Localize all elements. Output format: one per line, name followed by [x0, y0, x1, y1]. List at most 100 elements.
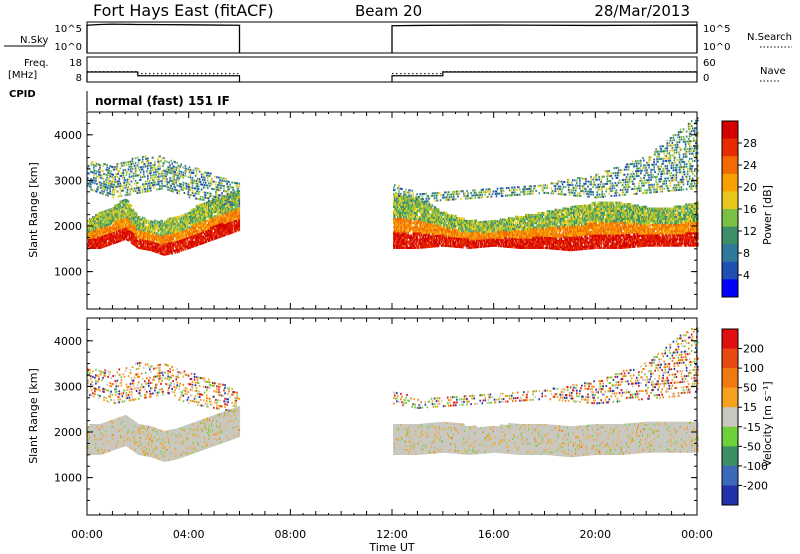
power-cell: [113, 215, 116, 218]
power-cell: [467, 234, 469, 237]
power-cell: [426, 225, 429, 228]
power-cell: [466, 234, 468, 237]
power-cell: [164, 249, 166, 252]
power-cell: [442, 196, 445, 199]
power-cell: [413, 220, 415, 223]
power-cell: [446, 242, 449, 245]
power-cell: [193, 224, 196, 227]
power-cell: [123, 221, 126, 224]
power-cell: [138, 186, 141, 189]
power-cell: [139, 232, 142, 235]
power-cell: [138, 224, 141, 227]
power-cell: [421, 201, 424, 204]
power-cell: [183, 230, 186, 233]
power-cell: [109, 226, 111, 230]
power-cell: [187, 226, 190, 229]
power-cell: [430, 214, 433, 217]
power-cell: [402, 234, 404, 237]
power-cell: [217, 230, 219, 233]
power-cell: [204, 238, 207, 242]
power-cell: [403, 232, 405, 235]
power-cell: [405, 230, 407, 233]
power-cell: [398, 236, 400, 239]
power-cell: [190, 237, 193, 241]
power-cell: [110, 238, 112, 242]
power-cell: [87, 172, 89, 175]
power-cell: [403, 234, 405, 237]
power-cell: [111, 217, 113, 221]
power-cell: [467, 194, 469, 197]
power-cell: [149, 232, 151, 235]
power-cell: [235, 203, 238, 206]
power-cell: [436, 226, 439, 229]
power-cell: [408, 228, 410, 231]
power-cell: [161, 252, 163, 256]
power-cell: [132, 177, 135, 180]
power-cell: [99, 232, 101, 235]
power-cell: [173, 235, 176, 238]
power-cell: [236, 202, 239, 206]
power-cell: [134, 172, 137, 175]
power-cell: [120, 200, 123, 203]
power-cell: [474, 229, 476, 232]
power-cell: [430, 229, 433, 232]
power-cell: [126, 193, 129, 196]
power-cell: [412, 215, 414, 219]
power-cell: [403, 246, 405, 249]
power-cell: [419, 244, 422, 247]
power-cell: [184, 164, 187, 167]
power-cell: [401, 207, 403, 210]
power-cell: [232, 212, 234, 215]
power-cell: [237, 218, 240, 222]
power-cell: [234, 193, 237, 196]
power-cell: [102, 231, 104, 234]
power-cell: [136, 181, 139, 184]
power-cell: [120, 231, 123, 234]
power-cell: [207, 172, 210, 175]
power-cell: [102, 192, 104, 195]
power-cell: [186, 193, 189, 196]
power-cell: [439, 242, 442, 245]
power-cell: [235, 221, 238, 224]
power-cell: [126, 216, 129, 219]
power-cell: [437, 234, 440, 237]
power-cell: [216, 216, 218, 219]
power-cell: [87, 234, 89, 237]
power-cell: [449, 222, 452, 225]
power-cell: [118, 205, 121, 208]
power-cell: [423, 244, 426, 247]
power-cell: [429, 221, 432, 224]
power-cell: [115, 222, 118, 225]
power-cell: [126, 199, 129, 202]
power-cell: [157, 234, 159, 238]
power-cell: [215, 198, 217, 201]
power-cell: [199, 228, 202, 231]
power-cell: [440, 222, 443, 225]
power-cell: [135, 245, 138, 248]
power-cell: [409, 199, 411, 202]
power-cell: [89, 238, 91, 241]
power-cell: [203, 218, 206, 221]
power-cell: [173, 233, 176, 236]
power-cell: [107, 221, 109, 224]
power-cell: [126, 181, 129, 184]
power-cell: [468, 222, 470, 225]
power-cell: [156, 248, 158, 252]
power-cell: [407, 191, 409, 194]
power-cell: [429, 216, 432, 220]
power-cell: [211, 238, 213, 241]
power-cell: [432, 214, 435, 217]
power-cell: [480, 229, 483, 232]
power-cell: [472, 246, 474, 249]
power-cell: [105, 232, 107, 235]
power-cell: [425, 200, 428, 203]
power-cell: [234, 220, 237, 223]
power-cell: [127, 225, 130, 228]
power-cell: [170, 242, 172, 245]
power-cell: [124, 219, 127, 222]
power-cell: [141, 247, 144, 250]
power-cell: [448, 234, 451, 237]
power-cell: [128, 173, 131, 176]
power-cell: [459, 190, 461, 193]
power-cell: [125, 225, 128, 228]
